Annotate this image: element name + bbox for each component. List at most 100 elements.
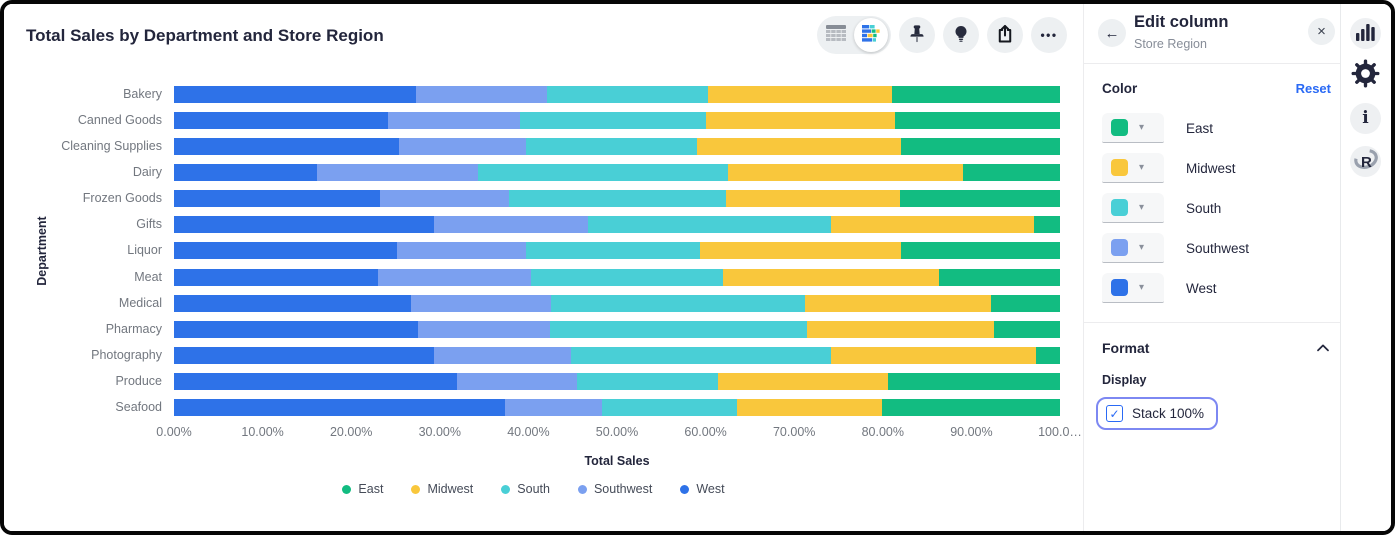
bar-segment-south[interactable] (525, 242, 701, 260)
bar-row-produce[interactable] (174, 372, 1060, 390)
legend-item-west[interactable]: West (680, 482, 725, 496)
bar-segment-southwest[interactable] (316, 164, 478, 182)
bar-row-dairy[interactable] (174, 164, 1060, 182)
bar-segment-west[interactable] (174, 86, 416, 103)
bar-segment-south[interactable] (601, 398, 738, 416)
bar-segment-east[interactable] (939, 268, 1060, 286)
bar-segment-east[interactable] (1036, 346, 1060, 364)
bar-segment-southwest[interactable] (377, 268, 532, 286)
bar-segment-southwest[interactable] (434, 346, 571, 364)
color-picker-south[interactable]: ▾ (1102, 193, 1164, 223)
bar-segment-southwest[interactable] (399, 138, 526, 156)
chart-view-button[interactable] (854, 18, 888, 52)
bar-segment-southwest[interactable] (415, 86, 547, 103)
bar-segment-south[interactable] (525, 138, 697, 156)
bar-segment-east[interactable] (881, 398, 1060, 416)
color-picker-midwest[interactable]: ▾ (1102, 153, 1164, 183)
collapse-section-button[interactable] (1315, 338, 1331, 357)
visualization-button[interactable] (1350, 18, 1381, 49)
bar-row-canned-goods[interactable] (174, 112, 1060, 130)
bar-segment-east[interactable] (1034, 216, 1060, 234)
bar-segment-west[interactable] (174, 268, 378, 286)
legend-item-south[interactable]: South (501, 482, 550, 496)
share-button[interactable] (987, 17, 1023, 53)
insights-button[interactable] (943, 17, 979, 53)
bar-segment-southwest[interactable] (505, 398, 602, 416)
bar-segment-west[interactable] (174, 346, 435, 364)
bar-segment-west[interactable] (174, 398, 506, 416)
bar-row-seafood[interactable] (174, 398, 1060, 416)
bar-segment-south[interactable] (570, 346, 831, 364)
bar-segment-midwest[interactable] (831, 216, 1035, 234)
bar-segment-east[interactable] (901, 138, 1060, 156)
legend-item-southwest[interactable]: Southwest (577, 482, 652, 496)
bar-segment-east[interactable] (888, 372, 1060, 390)
bar-segment-east[interactable] (990, 294, 1060, 312)
bar-segment-midwest[interactable] (804, 294, 991, 312)
stack-100-checkbox[interactable]: ✓ Stack 100% (1096, 397, 1219, 430)
bar-segment-south[interactable] (549, 320, 807, 338)
bar-segment-west[interactable] (174, 242, 398, 260)
bar-segment-southwest[interactable] (380, 190, 509, 208)
bar-segment-southwest[interactable] (417, 320, 550, 338)
bar-row-gifts[interactable] (174, 216, 1060, 234)
r-logo-button[interactable]: R (1350, 146, 1381, 177)
bar-segment-east[interactable] (963, 164, 1060, 182)
bar-row-meat[interactable] (174, 268, 1060, 286)
bar-segment-east[interactable] (891, 86, 1060, 103)
bar-segment-west[interactable] (174, 372, 457, 390)
bar-segment-east[interactable] (895, 112, 1060, 130)
bar-segment-west[interactable] (174, 320, 418, 338)
bar-segment-south[interactable] (547, 86, 709, 103)
back-button[interactable]: ← (1098, 19, 1126, 47)
bar-segment-south[interactable] (477, 164, 728, 182)
bar-segment-west[interactable] (174, 216, 435, 234)
bar-row-medical[interactable] (174, 294, 1060, 312)
bar-segment-southwest[interactable] (411, 294, 551, 312)
bar-segment-west[interactable] (174, 190, 381, 208)
color-picker-east[interactable]: ▾ (1102, 113, 1164, 143)
info-button[interactable]: i (1350, 103, 1381, 134)
bar-segment-south[interactable] (577, 372, 718, 390)
bar-segment-west[interactable] (174, 294, 412, 312)
checkbox-icon[interactable]: ✓ (1106, 405, 1123, 422)
settings-button[interactable] (1350, 59, 1381, 90)
bar-row-liquor[interactable] (174, 242, 1060, 260)
close-button[interactable]: × (1308, 18, 1335, 45)
bar-segment-southwest[interactable] (397, 242, 526, 260)
bar-row-photography[interactable] (174, 346, 1060, 364)
legend-item-east[interactable]: East (342, 482, 383, 496)
reset-link[interactable]: Reset (1295, 81, 1331, 96)
bar-segment-south[interactable] (587, 216, 832, 234)
bar-segment-midwest[interactable] (696, 138, 902, 156)
table-view-button[interactable] (820, 19, 852, 51)
bar-segment-east[interactable] (899, 190, 1060, 208)
bar-segment-midwest[interactable] (725, 190, 900, 208)
pin-button[interactable] (899, 17, 935, 53)
bar-segment-west[interactable] (174, 164, 317, 182)
bar-segment-southwest[interactable] (387, 112, 521, 130)
color-picker-west[interactable]: ▾ (1102, 273, 1164, 303)
bar-row-cleaning-supplies[interactable] (174, 138, 1060, 156)
bar-row-frozen-goods[interactable] (174, 190, 1060, 208)
bar-segment-midwest[interactable] (806, 320, 995, 338)
bar-segment-south[interactable] (550, 294, 805, 312)
bar-segment-midwest[interactable] (723, 268, 940, 286)
bar-segment-east[interactable] (900, 242, 1060, 260)
bar-segment-west[interactable] (174, 138, 400, 156)
bar-segment-midwest[interactable] (717, 372, 889, 390)
bar-segment-east[interactable] (994, 320, 1060, 338)
legend-item-midwest[interactable]: Midwest (411, 482, 473, 496)
bar-segment-midwest[interactable] (737, 398, 882, 416)
bar-segment-south[interactable] (508, 190, 726, 208)
bar-segment-midwest[interactable] (708, 86, 892, 103)
bar-segment-southwest[interactable] (434, 216, 588, 234)
bar-row-bakery[interactable] (174, 86, 1060, 103)
bar-segment-midwest[interactable] (727, 164, 964, 182)
bar-segment-south[interactable] (531, 268, 724, 286)
more-options-button[interactable]: ••• (1031, 17, 1067, 53)
bar-segment-midwest[interactable] (700, 242, 901, 260)
bar-row-pharmacy[interactable] (174, 320, 1060, 338)
bar-segment-west[interactable] (174, 112, 388, 130)
bar-segment-midwest[interactable] (830, 346, 1037, 364)
